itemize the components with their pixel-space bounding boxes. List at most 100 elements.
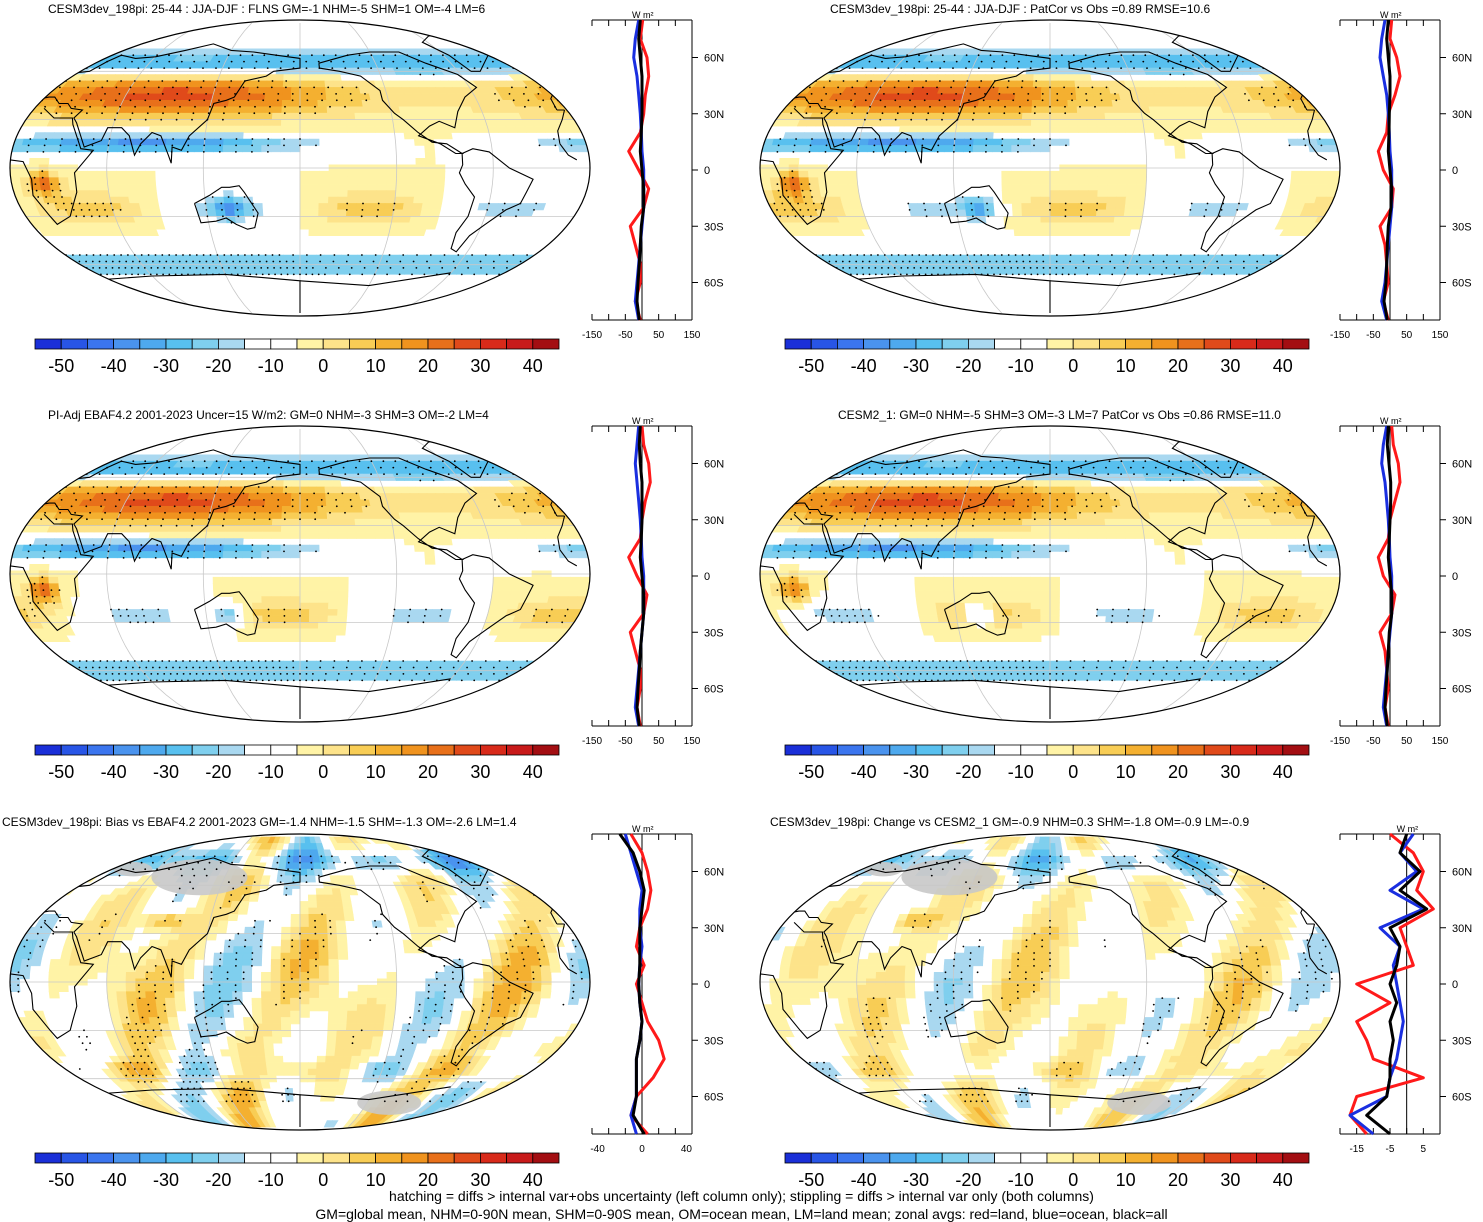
stipple-dot [831, 61, 833, 63]
field-cell [1032, 100, 1041, 106]
stipple-dot [321, 99, 323, 101]
field-cell [375, 203, 385, 209]
stipple-dot [284, 106, 286, 108]
field-cell [1175, 152, 1185, 158]
field-cell [973, 145, 983, 151]
field-cell [256, 500, 266, 506]
stipple-dot [824, 106, 826, 108]
stipple-dot [256, 61, 258, 63]
stipple-dot [1035, 80, 1037, 82]
stipple-dot [1049, 106, 1051, 108]
field-cell [292, 255, 300, 261]
field-cell [771, 184, 782, 190]
field-cell [233, 539, 243, 545]
stipple-dot [28, 190, 30, 192]
field-cell [1023, 100, 1032, 106]
stipple-dot [1016, 261, 1018, 263]
field-cell [343, 500, 353, 506]
field-cell [423, 197, 433, 203]
stipple-dot [156, 274, 158, 276]
stipple-dot [202, 267, 204, 269]
stipple-dot [1190, 261, 1192, 263]
colorbar-swatch [402, 339, 428, 349]
stipple-dot [974, 106, 976, 108]
field-cell [272, 126, 282, 132]
stipple-dot [874, 145, 876, 147]
field-cell [223, 577, 233, 583]
field-cell [771, 145, 782, 151]
field-cell [107, 171, 117, 177]
stipple-dot [487, 67, 489, 69]
field-cell [1097, 197, 1107, 203]
field-cell [1122, 223, 1132, 229]
field-cell [1069, 203, 1079, 209]
stipple-dot [156, 61, 158, 63]
stipple-dot [502, 209, 504, 211]
stipple-dot [924, 99, 926, 101]
field-cell [365, 120, 375, 126]
field-cell [1059, 113, 1068, 119]
stipple-dot [998, 99, 1000, 101]
stipple-dot [1136, 274, 1138, 276]
field-cell [838, 184, 849, 190]
stipple-dot [1043, 61, 1045, 63]
stipple-dot [973, 254, 975, 256]
stipple-dot [842, 261, 844, 263]
field-cell [204, 545, 214, 551]
field-cell [1079, 178, 1089, 184]
stipple-dot [280, 274, 282, 276]
field-cell [1069, 120, 1079, 126]
field-cell [1087, 113, 1097, 119]
stipple-dot [235, 145, 237, 147]
field-cell [1136, 184, 1146, 190]
field-cell [324, 255, 333, 261]
field-cell [339, 171, 349, 177]
field-cell [1050, 87, 1059, 93]
field-cell [1123, 216, 1133, 222]
field-cell [282, 94, 291, 100]
field-cell [802, 75, 817, 81]
stipple-dot [1303, 138, 1305, 140]
field-cell [214, 139, 224, 145]
field-cell [356, 526, 366, 532]
stipple-dot [488, 203, 490, 205]
field-cell [1041, 87, 1050, 93]
colorbar-swatch [166, 339, 192, 349]
zonal-xtick-label: -50 [1366, 330, 1381, 341]
field-cell [322, 268, 331, 274]
field-cell [1137, 171, 1147, 177]
stipple-dot [1049, 209, 1051, 211]
stipple-dot [1275, 87, 1277, 89]
field-cell [927, 126, 938, 132]
field-cell [269, 468, 278, 474]
field-cell [346, 519, 356, 525]
stipple-dot [1123, 261, 1125, 263]
stipple-dot [849, 267, 851, 269]
stipple-dot [112, 267, 114, 269]
field-cell [32, 545, 43, 551]
stipple-dot [1153, 267, 1155, 269]
stipple-dot [318, 61, 320, 63]
field-cell [187, 126, 197, 132]
field-cell [215, 532, 225, 538]
field-cell [300, 545, 310, 551]
field-cell [283, 481, 291, 487]
stipple-dot [1242, 61, 1244, 63]
field-cell [250, 255, 259, 261]
stipple-dot [1221, 254, 1223, 256]
colorbar-swatch [811, 339, 837, 349]
field-cell [67, 468, 83, 474]
stipple-dot [1250, 67, 1252, 69]
field-cell [216, 120, 226, 126]
stipple-dot [1230, 61, 1232, 63]
field-cell [307, 62, 315, 68]
stipple-dot [203, 99, 205, 101]
field-cell [204, 139, 214, 145]
field-cell [300, 461, 307, 467]
field-cell [1013, 107, 1023, 113]
field-cell [93, 455, 110, 461]
stipple-dot [1275, 67, 1277, 69]
field-cell [258, 487, 267, 493]
field-cell [1050, 223, 1059, 229]
stipple-dot [357, 67, 359, 69]
